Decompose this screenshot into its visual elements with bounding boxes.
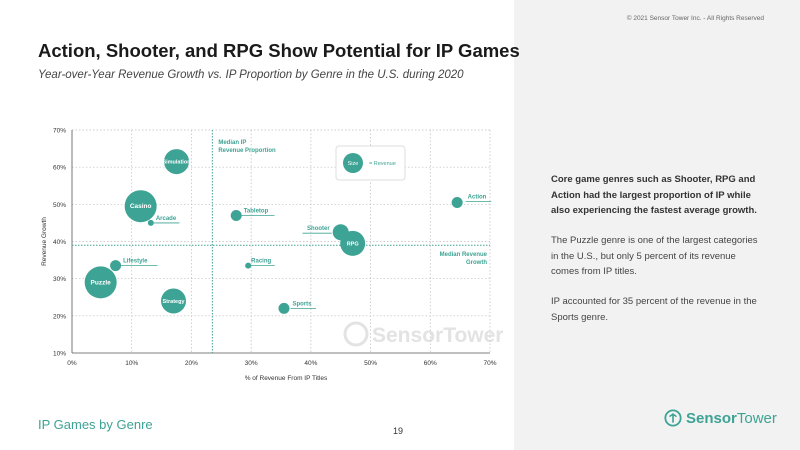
page-number: 19 <box>393 426 404 436</box>
key-insight-text: Core game genres such as Shooter, RPG an… <box>551 174 757 216</box>
x-tick-label: 20% <box>185 360 198 367</box>
median-y-label: Median Revenue <box>440 252 488 258</box>
bubble-tabletop <box>230 209 242 221</box>
x-tick-label: 50% <box>364 360 377 367</box>
legend-size-label: Size <box>348 161 359 167</box>
x-tick-label: 10% <box>125 360 138 367</box>
y-tick-label: 30% <box>53 276 66 283</box>
y-tick-label: 40% <box>53 239 66 246</box>
sensor-tower-icon <box>664 409 682 427</box>
section-label: IP Games by Genre <box>38 417 153 432</box>
bubble-label-casino: Casino <box>130 203 152 210</box>
bubble-action <box>451 196 463 208</box>
x-tick-label: 40% <box>304 360 317 367</box>
bubble-casino <box>124 190 157 223</box>
x-tick-label: 60% <box>424 360 437 367</box>
watermark-icon <box>343 321 369 347</box>
page-subtitle: Year-over-Year Revenue Growth vs. IP Pro… <box>38 69 464 81</box>
legend-text: = Revenue <box>369 161 396 167</box>
bubble-strategy <box>161 288 187 314</box>
sensor-tower-logo: SensorTower <box>664 409 777 427</box>
chart-panel <box>0 0 514 450</box>
x-tick-label: 0% <box>67 360 77 367</box>
median-x-label: Median IP <box>218 140 246 146</box>
bubble-label-racing: Racing <box>251 259 271 265</box>
bubble-label-simulation: Simulation <box>162 160 191 166</box>
bubble-label-arcade: Arcade <box>156 216 177 222</box>
bubble-label-tabletop: Tabletop <box>244 208 269 214</box>
bubble-label-shooter: Shooter <box>307 226 330 232</box>
x-axis-title: % of Revenue From IP Titles <box>245 375 328 382</box>
bubble-label-rpg: RPG <box>347 241 359 247</box>
puzzle-insight-text: The Puzzle genre is one of the largest c… <box>551 235 758 277</box>
bubble-lifestyle <box>110 260 122 272</box>
sidebar-panel <box>514 0 800 450</box>
bubble-sports <box>278 302 290 314</box>
y-tick-label: 50% <box>53 202 66 209</box>
bubble-puzzle <box>84 266 117 299</box>
x-tick-label: 30% <box>245 360 258 367</box>
y-tick-label: 60% <box>53 165 66 172</box>
y-axis-title: Revenue Growth <box>41 217 48 266</box>
bubble-label-strategy: Strategy <box>163 299 186 305</box>
y-tick-label: 10% <box>53 351 66 358</box>
bubble-label-lifestyle: Lifestyle <box>123 259 148 265</box>
bubble-label-puzzle: Puzzle <box>91 279 112 286</box>
sports-insight-text: IP accounted for 35 percent of the reven… <box>551 296 757 323</box>
bubble-simulation <box>164 149 189 175</box>
y-tick-label: 20% <box>53 313 66 320</box>
bubble-arcade <box>147 219 154 226</box>
legend-bubble <box>343 153 363 173</box>
page-title: Action, Shooter, and RPG Show Potential … <box>38 40 520 61</box>
x-tick-label: 70% <box>483 360 496 367</box>
y-tick-label: 70% <box>53 128 66 135</box>
bubble-label-action: Action <box>468 194 487 200</box>
copyright-text: © 2021 Sensor Tower Inc. - All Rights Re… <box>626 15 764 22</box>
bubble-racing <box>245 262 252 269</box>
bubble-label-sports: Sports <box>292 301 312 307</box>
logo-wordmark: SensorTower <box>686 409 777 427</box>
median-y-label: Growth <box>466 260 487 266</box>
median-x-label: Revenue Proportion <box>218 148 276 154</box>
bubble-rpg <box>340 230 366 256</box>
watermark-text: SensorTower <box>372 324 503 347</box>
